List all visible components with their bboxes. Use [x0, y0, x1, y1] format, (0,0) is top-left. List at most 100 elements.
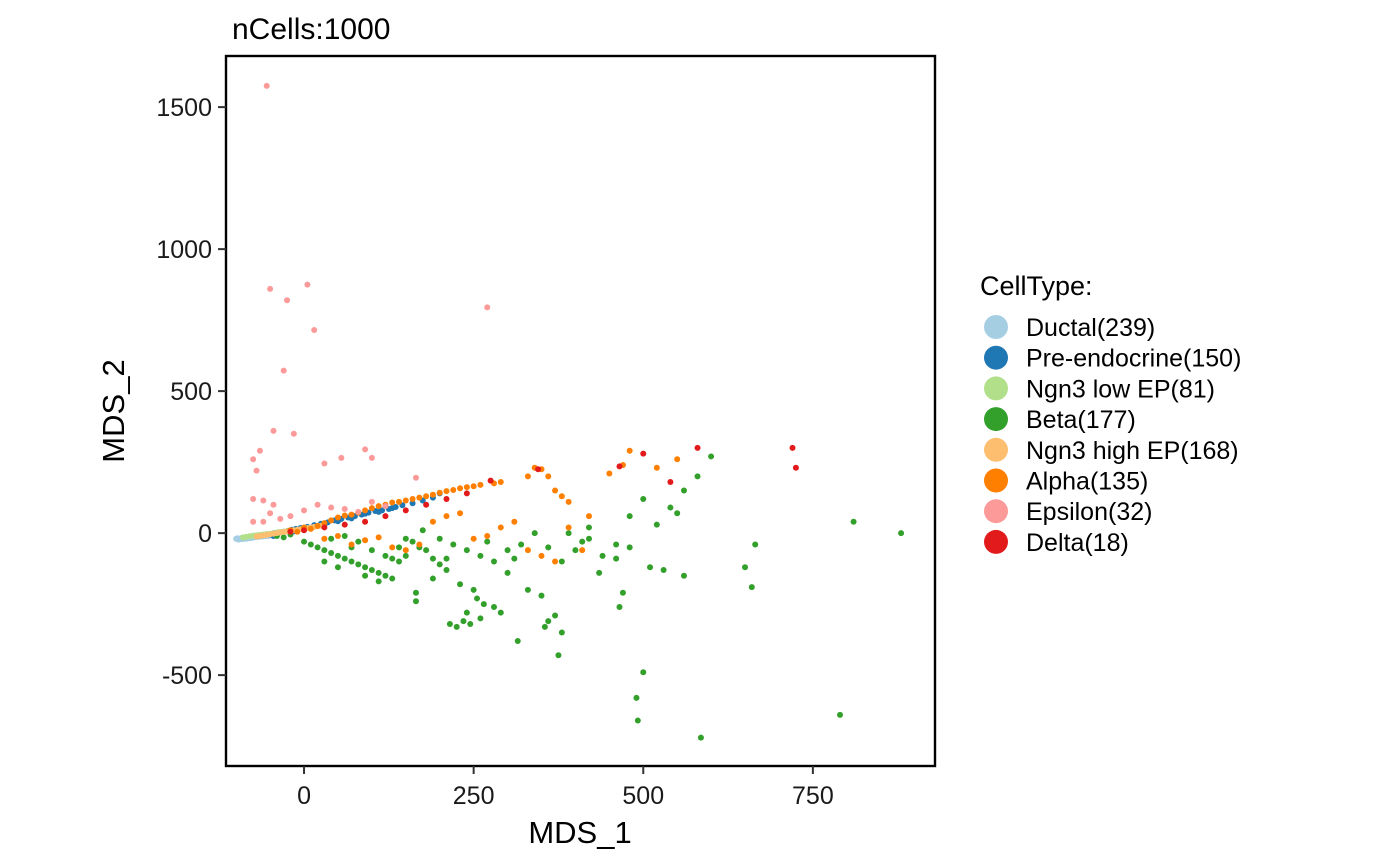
- data-point: [284, 297, 291, 304]
- data-point: [616, 463, 623, 470]
- data-point: [382, 503, 389, 510]
- data-point: [463, 609, 470, 616]
- data-point: [616, 603, 623, 610]
- legend-label: Beta(177): [1026, 406, 1136, 434]
- data-point: [277, 515, 284, 522]
- data-point: [280, 534, 287, 541]
- data-point: [375, 534, 382, 541]
- data-point: [497, 609, 504, 616]
- data-point: [450, 486, 457, 493]
- data-point: [490, 558, 497, 565]
- legend-label: Pre-endocrine(150): [1026, 345, 1241, 373]
- data-point: [402, 547, 409, 554]
- chart-title: nCells:1000: [232, 13, 390, 46]
- data-point: [402, 497, 409, 504]
- data-point: [270, 427, 277, 434]
- data-point: [792, 464, 799, 471]
- data-point: [453, 623, 460, 630]
- data-point: [463, 490, 470, 497]
- data-point: [653, 521, 660, 528]
- data-point: [311, 327, 318, 334]
- data-point: [585, 535, 592, 542]
- data-point: [524, 547, 531, 554]
- data-point: [301, 507, 308, 514]
- data-point: [334, 514, 341, 521]
- data-point: [443, 555, 450, 562]
- data-point: [396, 544, 403, 551]
- data-point: [585, 513, 592, 520]
- data-point: [429, 518, 436, 525]
- data-point: [294, 528, 301, 535]
- data-point: [599, 552, 606, 559]
- data-point: [328, 504, 335, 511]
- y-tick-label: -500: [162, 662, 212, 690]
- data-point: [694, 473, 701, 480]
- data-point: [382, 552, 389, 559]
- data-point: [301, 527, 308, 534]
- data-point: [708, 453, 715, 460]
- data-point: [250, 456, 257, 463]
- data-point: [368, 454, 375, 461]
- data-point: [606, 470, 613, 477]
- data-point: [355, 508, 362, 515]
- data-point: [457, 510, 464, 517]
- data-point: [680, 572, 687, 579]
- y-axis-title: MDS_2: [96, 359, 131, 462]
- legend-swatch: [984, 437, 1008, 462]
- data-point: [484, 538, 491, 545]
- legend-title: CellType:: [980, 271, 1093, 301]
- data-point: [585, 524, 592, 531]
- data-point: [250, 496, 257, 503]
- data-point: [694, 444, 701, 451]
- data-point: [368, 498, 375, 505]
- data-point: [375, 508, 382, 515]
- legend-label: Ngn3 high EP(168): [1026, 437, 1239, 465]
- data-point: [334, 564, 341, 571]
- data-point: [389, 575, 396, 582]
- data-point: [375, 578, 382, 585]
- data-point: [531, 530, 538, 537]
- y-tick-label: 0: [198, 520, 212, 548]
- data-point: [409, 538, 416, 545]
- legend-swatch: [984, 529, 1008, 554]
- data-point: [307, 525, 314, 532]
- data-point: [514, 638, 521, 645]
- data-point: [368, 547, 375, 554]
- data-point: [334, 552, 341, 559]
- data-point: [647, 564, 654, 571]
- data-point: [412, 598, 419, 605]
- data-point: [416, 541, 423, 548]
- data-point: [321, 558, 328, 565]
- data-point: [504, 547, 511, 554]
- data-point: [314, 544, 321, 551]
- data-point: [348, 541, 355, 548]
- data-point: [518, 541, 525, 548]
- data-point: [328, 517, 335, 524]
- data-point: [419, 527, 426, 534]
- data-point: [321, 460, 328, 467]
- data-point: [633, 694, 640, 701]
- data-point: [511, 555, 518, 562]
- data-point: [470, 483, 477, 490]
- data-point: [396, 558, 403, 565]
- data-point: [321, 520, 328, 527]
- data-point: [460, 618, 467, 625]
- data-point: [443, 513, 450, 520]
- legend-swatch: [984, 407, 1008, 432]
- data-point: [484, 532, 491, 539]
- y-tick-label: 500: [170, 378, 212, 406]
- data-point: [436, 489, 443, 496]
- data-point: [362, 572, 369, 579]
- legend-label: Ductal(239): [1026, 314, 1155, 342]
- data-point: [382, 572, 389, 579]
- data-point: [524, 586, 531, 593]
- data-point: [429, 555, 436, 562]
- data-point: [619, 589, 626, 596]
- data-point: [545, 618, 552, 625]
- data-point: [558, 493, 565, 500]
- data-point: [477, 552, 484, 559]
- data-point: [742, 564, 749, 571]
- data-point: [436, 535, 443, 542]
- data-point: [280, 367, 287, 374]
- legend-label: Ngn3 low EP(81): [1026, 375, 1215, 403]
